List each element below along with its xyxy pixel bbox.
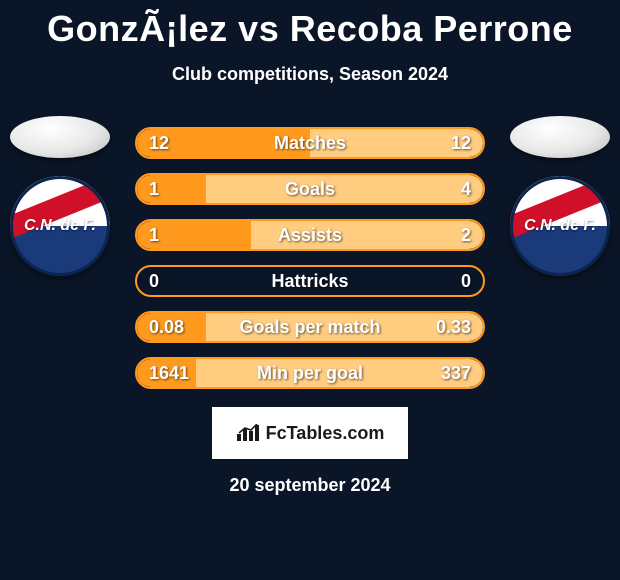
stat-fill-right [196,359,483,387]
stat-value-right: 0 [461,271,471,292]
player-right-avatar [510,116,610,158]
stat-label: Hattricks [137,271,483,292]
player-right-column: C.N. de F. [510,116,610,276]
stat-fill-right [206,175,483,203]
stat-bar: 0.080.33Goals per match [135,311,485,343]
stat-value-left: 0.08 [149,317,184,338]
stat-value-right: 12 [451,133,471,154]
date-text: 20 september 2024 [0,475,620,496]
stat-bar: 1212Matches [135,127,485,159]
club-badge-text: C.N. de F. [10,176,110,276]
stat-fill-right [251,221,483,249]
stat-value-left: 1 [149,179,159,200]
player-left-club-badge: C.N. de F. [10,176,110,276]
player-left-avatar [10,116,110,158]
player-left-column: C.N. de F. [10,116,110,276]
subtitle: Club competitions, Season 2024 [0,64,620,85]
stat-value-left: 1 [149,225,159,246]
stat-bar: 1641337Min per goal [135,357,485,389]
stat-value-left: 12 [149,133,169,154]
page-title: GonzÃ¡lez vs Recoba Perrone [0,0,620,50]
stat-bar: 0 0Hattricks [135,265,485,297]
stat-value-left: 0 [149,271,159,292]
stat-value-right: 0.33 [436,317,471,338]
stats-container: 1212Matches14Goals12Assists00Hattricks0.… [135,127,485,389]
stat-value-left: 1641 [149,363,189,384]
player-right-club-badge: C.N. de F. [510,176,610,276]
stat-fill-left [137,175,206,203]
stat-value-right: 2 [461,225,471,246]
club-badge-text: C.N. de F. [510,176,610,276]
stat-bar: 14Goals [135,173,485,205]
stat-bar: 12Assists [135,219,485,251]
chart-icon [236,424,260,442]
watermark-text: FcTables.com [266,423,385,444]
watermark: FcTables.com [212,407,408,459]
stat-value-right: 4 [461,179,471,200]
stat-value-right: 337 [441,363,471,384]
